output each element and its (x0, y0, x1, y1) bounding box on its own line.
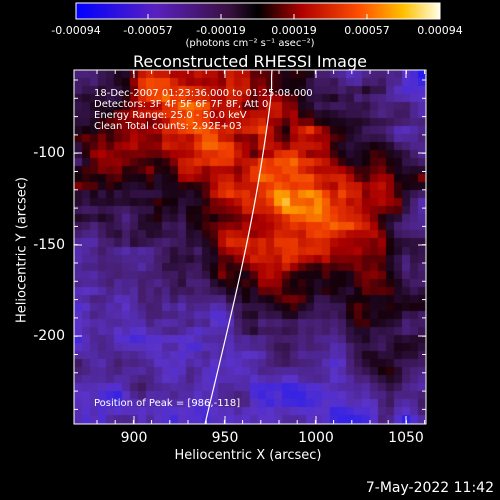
time-range-annotation: 18-Dec-2007 01:23:36.000 to 01:25:08.000 (94, 88, 313, 99)
plot-title: Reconstructed RHESSI Image (133, 52, 367, 71)
x-tick-label: 1050 (388, 430, 424, 446)
y-tick-label: -100 (33, 145, 65, 161)
colorbar-tick-label: -0.00019 (196, 24, 246, 37)
y-tick-label: -150 (33, 237, 65, 253)
x-axis-label: Heliocentric X (arcsec) (174, 448, 322, 463)
colorbar (75, 2, 441, 20)
timestamp: 7-May-2022 11:42 (365, 480, 494, 496)
counts-annotation: Clean Total counts: 2.92E+03 (94, 121, 242, 132)
colorbar-tick-label: -0.00094 (51, 24, 101, 37)
x-tick-label: 900 (120, 430, 148, 446)
x-tick-label: 1000 (298, 430, 334, 446)
energy-range-annotation: Energy Range: 25.0 - 50.0 keV (94, 110, 247, 121)
colorbar-tick-label: 0.00019 (271, 24, 317, 37)
detectors-annotation: Detectors: 3F 4F 5F 6F 7F 8F, Att 0 (94, 99, 269, 110)
y-axis-label: Heliocentric Y (arcsec) (14, 177, 30, 323)
colorbar-units: (photons cm⁻² s⁻¹ asec⁻²) (185, 38, 315, 49)
x-tick-label: 950 (211, 430, 239, 446)
colorbar-tick-label: -0.00057 (123, 24, 173, 37)
y-tick-label: -200 (33, 328, 65, 344)
peak-position-annotation: Position of Peak = [986,-118] (94, 398, 241, 409)
colorbar-tick-label: 0.00057 (344, 24, 390, 37)
colorbar-tick-label: 0.00094 (417, 24, 463, 37)
